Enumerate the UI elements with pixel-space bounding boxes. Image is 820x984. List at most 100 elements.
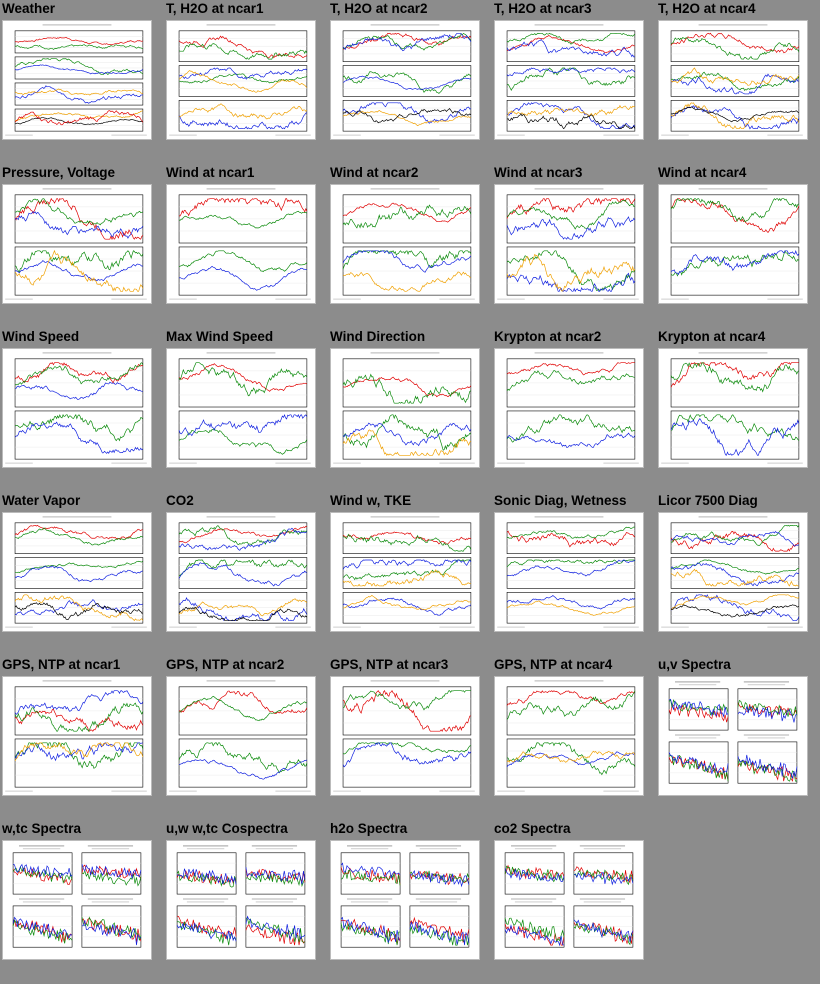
plot-thumbnail-link[interactable] [166,840,316,960]
plot-thumbnail-link[interactable] [166,348,316,468]
plot-thumbnail-link[interactable] [658,676,808,796]
plot-thumbnail-link[interactable] [166,512,316,632]
plot-cell: Weather [0,0,156,160]
plot-cell: Krypton at ncar2 [492,328,648,488]
plot-thumbnail-link[interactable] [2,840,152,960]
plot-thumbnail-link[interactable] [2,348,152,468]
plot-thumbnail-link[interactable] [658,20,808,140]
plot-thumbnail-link[interactable] [166,20,316,140]
plot-cell: T, H2O at ncar1 [164,0,320,160]
plot-thumbnail-image [497,516,639,628]
plot-thumbnail-image [661,516,803,628]
plot-thumbnail-link[interactable] [166,184,316,304]
plot-cell: Wind at ncar2 [328,164,484,324]
plot-cell: Wind at ncar3 [492,164,648,324]
plot-thumbnail-link[interactable] [494,840,644,960]
plot-thumbnail-link[interactable] [2,20,152,140]
plot-title: T, H2O at ncar1 [166,1,264,16]
plot-thumbnail-image [5,680,147,792]
plot-thumbnail-image [668,681,798,784]
plot-cell: u,v Spectra [656,656,812,816]
plot-cell: Pressure, Voltage [0,164,156,324]
plot-cell: Water Vapor [0,492,156,652]
plot-thumbnail-link[interactable] [330,512,480,632]
plot-title: GPS, NTP at ncar4 [494,657,613,672]
plot-title: GPS, NTP at ncar1 [2,657,121,672]
plot-thumbnail-image [661,352,803,464]
plot-title: T, H2O at ncar3 [494,1,592,16]
plot-title: Wind at ncar3 [494,165,583,180]
plot-thumbnail-link[interactable] [2,676,152,796]
plot-cell: T, H2O at ncar3 [492,0,648,160]
plot-thumbnail-image [5,352,147,464]
plot-thumbnail-image [661,188,803,300]
plot-title: Licor 7500 Diag [658,493,758,508]
plot-thumbnail-image [333,352,475,464]
plot-cell: T, H2O at ncar2 [328,0,484,160]
plot-thumbnail-link[interactable] [330,348,480,468]
plot-cell: Wind at ncar1 [164,164,320,324]
plot-thumbnail-link[interactable] [658,184,808,304]
plot-cell: Max Wind Speed [164,328,320,488]
plot-thumbnail-image [5,188,147,300]
plot-title: Krypton at ncar4 [658,329,766,344]
plot-title: Wind Speed [2,329,80,344]
plot-cell: h2o Spectra [328,820,484,980]
plot-cell: GPS, NTP at ncar4 [492,656,648,816]
plot-title: u,w w,tc Cospectra [166,821,288,836]
plot-title: T, H2O at ncar2 [330,1,428,16]
plot-title: h2o Spectra [330,821,408,836]
plot-title: CO2 [166,493,194,508]
plot-thumbnail-link[interactable] [658,348,808,468]
plot-title: u,v Spectra [658,657,731,672]
plot-thumbnail-image [497,24,639,136]
plot-thumbnail-link[interactable] [330,840,480,960]
plot-cell: T, H2O at ncar4 [656,0,812,160]
plot-thumbnail-link[interactable] [330,20,480,140]
plot-cell: w,tc Spectra [0,820,156,980]
plot-thumbnail-link[interactable] [494,20,644,140]
plot-thumbnail-link[interactable] [166,676,316,796]
plot-title: Weather [2,1,56,16]
plot-thumbnail-image [504,845,634,948]
plot-thumbnail-image [169,24,311,136]
plot-thumbnail-link[interactable] [494,348,644,468]
plot-thumbnail-link[interactable] [494,676,644,796]
plot-thumbnail-link[interactable] [2,512,152,632]
plot-title: GPS, NTP at ncar2 [166,657,285,672]
plot-thumbnail-image [169,188,311,300]
plot-title: Wind at ncar1 [166,165,255,180]
plot-title: Water Vapor [2,493,81,508]
plot-cell: Wind at ncar4 [656,164,812,324]
plot-title: GPS, NTP at ncar3 [330,657,449,672]
plot-thumbnail-image [176,845,306,948]
plot-cell: Krypton at ncar4 [656,328,812,488]
plot-cell: CO2 [164,492,320,652]
plot-cell: Wind Direction [328,328,484,488]
plot-cell: GPS, NTP at ncar1 [0,656,156,816]
plot-title: co2 Spectra [494,821,571,836]
plot-title: Sonic Diag, Wetness [494,493,627,508]
plot-thumbnail-link[interactable] [330,676,480,796]
plot-thumbnail-image [340,845,470,948]
plot-thumbnail-image [5,516,147,628]
plot-thumbnail-link[interactable] [494,184,644,304]
plot-cell: GPS, NTP at ncar3 [328,656,484,816]
plot-thumbnail-link[interactable] [494,512,644,632]
plot-title: Wind at ncar2 [330,165,419,180]
plot-thumbnail-link[interactable] [2,184,152,304]
plot-thumbnail-image [169,516,311,628]
plot-thumbnail-image [169,352,311,464]
plot-thumbnail-image [497,680,639,792]
plot-cell: Wind w, TKE [328,492,484,652]
plot-title: Wind w, TKE [330,493,412,508]
plot-thumbnail-link[interactable] [658,512,808,632]
plot-thumbnail-link[interactable] [330,184,480,304]
plot-thumbnail-image [497,352,639,464]
plot-cell: Wind Speed [0,328,156,488]
plot-title: w,tc Spectra [2,821,82,836]
plot-title: Wind at ncar4 [658,165,747,180]
plot-thumbnail-image [333,188,475,300]
plot-title: Krypton at ncar2 [494,329,602,344]
